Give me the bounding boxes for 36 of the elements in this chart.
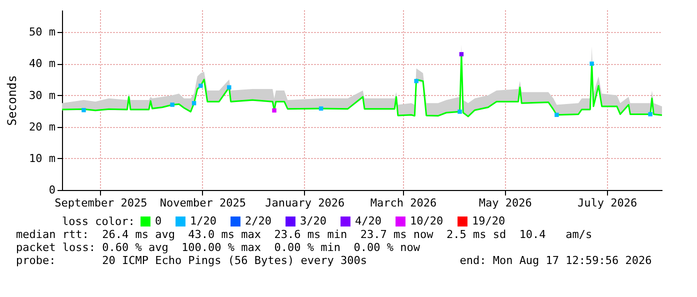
x-tick-label: January 2026	[265, 196, 345, 210]
legend-label: 2/20	[245, 214, 272, 228]
point	[554, 112, 559, 117]
x-tick-label: November 2025	[160, 196, 246, 210]
point	[272, 108, 276, 113]
y-tick-label: 40 m	[29, 57, 56, 70]
legend-title: loss color:	[62, 215, 135, 228]
legend-label: 19/20	[472, 214, 506, 228]
point	[170, 102, 174, 107]
point	[198, 84, 203, 88]
y-axis-title: Seconds	[5, 75, 20, 126]
point	[192, 101, 196, 106]
point	[414, 78, 418, 84]
legend-label: 10/20	[410, 214, 444, 228]
legend-label: 4/20	[355, 214, 382, 228]
y-tick-label: 50 m	[29, 26, 56, 39]
x-tick-label: March 2026	[370, 196, 437, 210]
x-tick-label: May 2026	[478, 196, 532, 210]
y-tick-label: 30 m	[29, 88, 56, 102]
x-tick-label: July 2026	[578, 196, 638, 210]
legend-label: 3/20	[300, 214, 326, 228]
point	[82, 108, 86, 112]
text: probe: 20 ICMP Echo Pings (56 Bytes) every 300s end: Mon Aug 17 12:59:56 2026	[16, 254, 653, 267]
y-tick-label: 10 m	[29, 152, 56, 165]
point	[590, 62, 594, 66]
point	[227, 85, 232, 90]
text: median rtt: 26.4 ms avg 43.0 ms max 23.6 ms min 23.7 ms now 2.5 ms sd 10.4 am/s	[16, 228, 594, 241]
legend-label: 1/20	[190, 214, 216, 228]
point	[458, 110, 462, 114]
legend-label: 0	[155, 214, 162, 228]
y-tick-label: 20 m	[29, 120, 56, 134]
point	[459, 52, 464, 56]
point	[648, 112, 652, 116]
x-tick-label: September 2025	[54, 196, 148, 210]
text: packet loss: 0.60 % avg 100.00 % max 0.00 % min 0.00 % now	[16, 241, 421, 254]
y-tick-label: 0	[48, 184, 56, 196]
